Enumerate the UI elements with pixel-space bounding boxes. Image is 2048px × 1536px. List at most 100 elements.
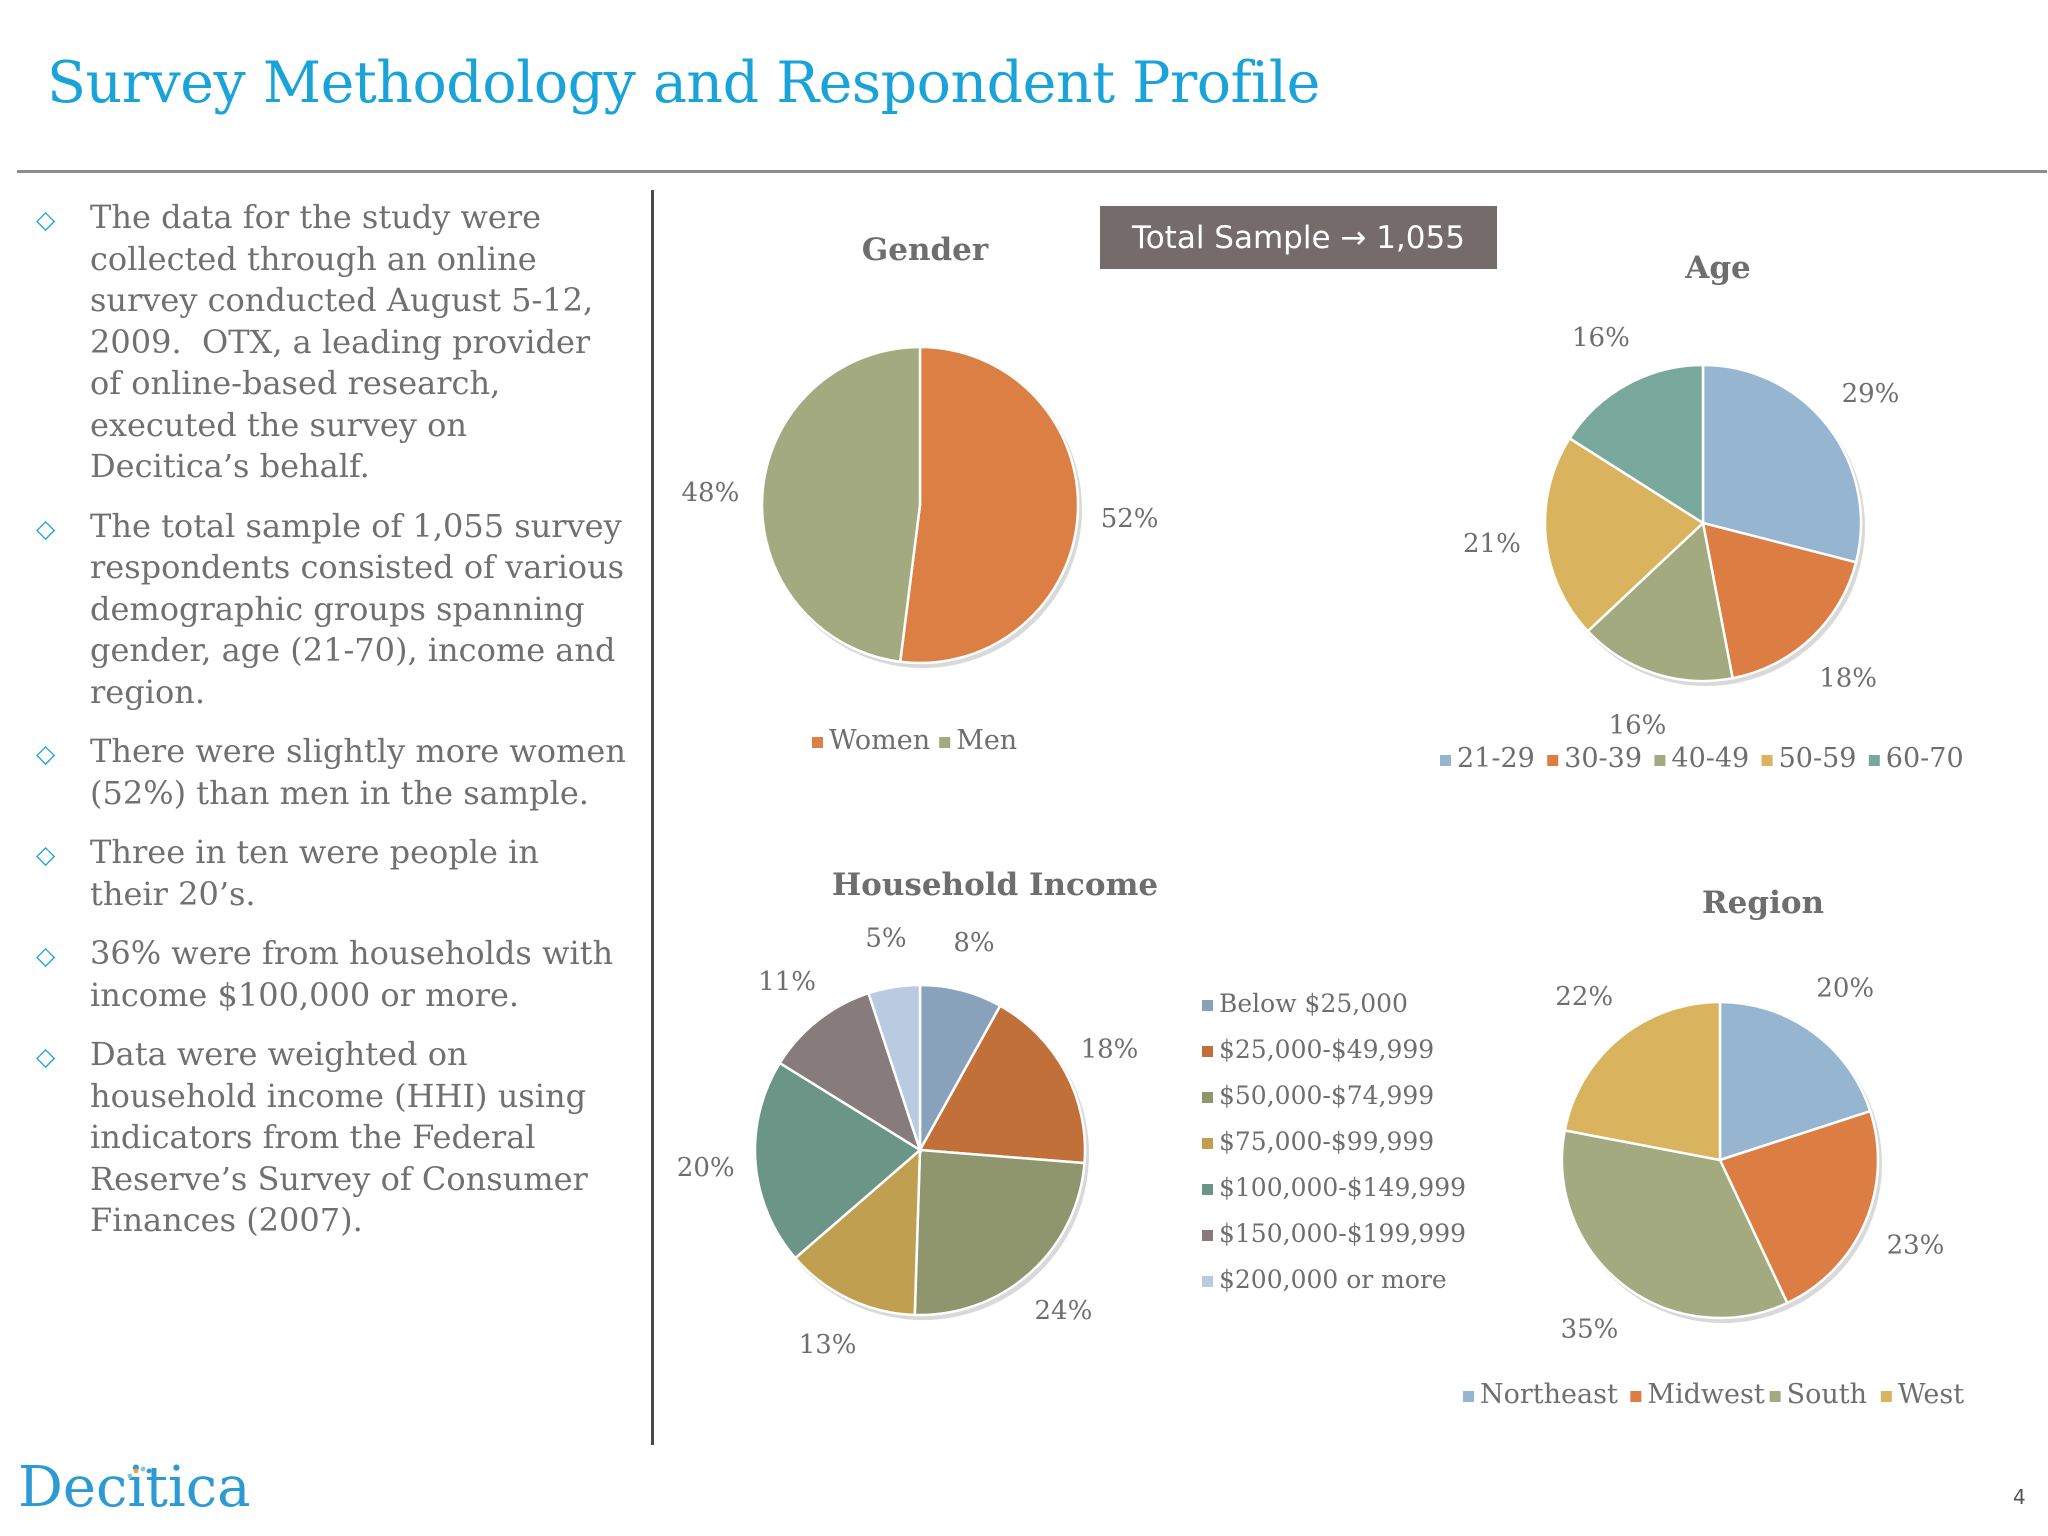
region-legend-swatch-1 [1630, 1391, 1642, 1402]
income-data-label-1: 18% [1081, 1035, 1139, 1065]
gender-legend-label-0: Women [829, 725, 930, 756]
decitica-logo: Decitica [18, 1455, 251, 1520]
age-legend-swatch-1 [1547, 755, 1559, 766]
bullet-text: Data were weighted on household income (… [90, 1035, 588, 1239]
income-legend-label-0: Below $25,000 [1219, 989, 1408, 1018]
age-slice-3 [1543, 436, 1706, 633]
age-legend-swatch-0 [1440, 755, 1451, 766]
diamond-bullet-icon: ◇ [36, 941, 56, 970]
age-slice-4 [1567, 363, 1705, 526]
age-slice-0 [1701, 363, 1863, 564]
region-chart-title: Region [1702, 885, 1824, 921]
region-legend-swatch-2 [1769, 1391, 1781, 1402]
age-legend-swatch-3 [1761, 755, 1773, 766]
region-data-label-3: 22% [1555, 982, 1613, 1012]
age-legend-label-0: 21-29 [1457, 743, 1535, 774]
income-legend-label-3: $75,000-$99,999 [1219, 1127, 1434, 1156]
income-slice-2 [913, 1148, 1086, 1317]
gender-legend-swatch-0 [812, 737, 823, 748]
diamond-bullet-icon: ◇ [36, 739, 56, 768]
income-chart-title: Household Income [832, 867, 1158, 903]
region-legend-swatch-0 [1463, 1391, 1474, 1402]
gender-slice-0 [898, 345, 1080, 665]
page-title: Survey Methodology and Respondent Profil… [47, 50, 1320, 116]
region-slice-3 [1563, 1000, 1722, 1162]
income-legend-swatch-3 [1202, 1138, 1213, 1149]
bullet-item: ◇ The total sample of 1,055 survey respo… [36, 506, 626, 714]
bullet-list: ◇ The data for the study were collected … [36, 197, 626, 1260]
income-legend-swatch-1 [1202, 1046, 1213, 1057]
age-data-label-4: 16% [1572, 323, 1630, 353]
region-legend-label-3: West [1898, 1379, 1964, 1410]
bullet-item: ◇ Three in ten were people in their 20’s… [36, 832, 626, 915]
bullet-item: ◇ The data for the study were collected … [36, 197, 626, 488]
income-slice-5 [778, 991, 923, 1153]
bullet-text: The data for the study were collected th… [90, 198, 594, 485]
gender-legend-label-1: Men [956, 725, 1017, 756]
income-legend-label-2: $50,000-$74,999 [1219, 1081, 1434, 1110]
logo-dots-icon [127, 1466, 152, 1479]
age-data-label-1: 18% [1819, 664, 1877, 694]
age-legend-swatch-4 [1868, 755, 1880, 766]
age-legend-label-3: 50-59 [1779, 743, 1857, 774]
diamond-bullet-icon: ◇ [36, 840, 56, 869]
bullet-text: Three in ten were people in their 20’s. [90, 833, 539, 913]
income-legend-swatch-2 [1202, 1092, 1213, 1103]
income-legend-swatch-0 [1202, 1000, 1213, 1011]
age-data-label-2: 16% [1609, 711, 1667, 741]
income-legend-label-6: $200,000 or more [1219, 1265, 1447, 1294]
diamond-bullet-icon: ◇ [36, 1042, 56, 1071]
age-slice-2 [1586, 520, 1735, 683]
gender-chart-title: Gender [862, 232, 989, 268]
income-legend-label-5: $150,000-$199,999 [1219, 1219, 1466, 1248]
title-divider [17, 170, 2047, 173]
income-slice-3 [793, 1147, 922, 1317]
region-data-label-2: 35% [1561, 1314, 1619, 1344]
income-data-label-5: 11% [758, 967, 816, 997]
age-data-label-3: 21% [1463, 529, 1521, 559]
age-data-label-0: 29% [1842, 379, 1900, 409]
bullet-text: 36% were from households with income $10… [90, 934, 614, 1014]
bullet-text: The total sample of 1,055 survey respond… [90, 506, 625, 711]
income-data-label-4: 20% [677, 1153, 735, 1183]
region-data-label-0: 20% [1816, 974, 1874, 1004]
age-legend-label-2: 40-49 [1671, 743, 1749, 774]
income-legend-swatch-4 [1202, 1184, 1213, 1195]
age-legend-label-4: 60-70 [1886, 743, 1964, 774]
income-legend-label-1: $25,000-$49,999 [1219, 1035, 1434, 1064]
age-legend-label-1: 30-39 [1564, 743, 1642, 774]
gender-slice-1 [760, 345, 922, 664]
total-sample-badge: Total Sample → 1,055 [1100, 206, 1497, 269]
bullet-item: ◇ 36% were from households with income $… [36, 933, 626, 1016]
region-slice-0 [1718, 1000, 1872, 1162]
page-number: 4 [2013, 1485, 2026, 1509]
region-slice-1 [1718, 1109, 1880, 1305]
gender-data-label-0: 52% [1101, 504, 1159, 534]
age-legend-swatch-2 [1654, 755, 1666, 766]
region-legend-label-0: Northeast [1480, 1379, 1618, 1410]
income-slice-4 [753, 1061, 923, 1260]
region-slice-2 [1560, 1128, 1789, 1320]
diamond-bullet-icon: ◇ [36, 205, 56, 234]
income-data-label-0: 8% [953, 928, 994, 958]
gender-legend-swatch-1 [939, 737, 951, 748]
region-legend-label-2: South [1787, 1379, 1867, 1410]
gender-data-label-1: 48% [682, 478, 740, 508]
region-legend-swatch-3 [1880, 1391, 1892, 1402]
income-data-label-3: 13% [799, 1330, 857, 1360]
income-data-label-6: 5% [865, 924, 906, 954]
income-slice-1 [917, 1004, 1087, 1165]
income-legend-label-4: $100,000-$149,999 [1219, 1173, 1466, 1202]
diamond-bullet-icon: ◇ [36, 513, 56, 543]
age-slice-1 [1701, 521, 1858, 680]
region-legend-label-1: Midwest [1647, 1379, 1765, 1410]
income-data-label-2: 24% [1035, 1296, 1093, 1326]
age-chart-title: Age [1684, 250, 1750, 286]
income-slice-6 [866, 983, 922, 1151]
bullet-text: There were slightly more women (52%) tha… [90, 732, 626, 812]
column-divider [651, 190, 654, 1445]
bullet-item: ◇ Data were weighted on household income… [36, 1034, 626, 1242]
income-legend-swatch-6 [1202, 1276, 1213, 1287]
bullet-item: ◇ There were slightly more women (52%) t… [36, 731, 626, 814]
